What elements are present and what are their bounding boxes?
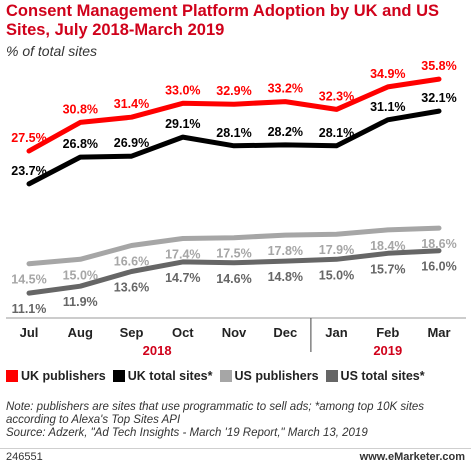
data-label-us-total-sites-feb: 15.7% bbox=[370, 262, 405, 276]
data-label-us-publishers-aug: 15.0% bbox=[63, 268, 98, 282]
data-label-uk-publishers-feb: 34.9% bbox=[370, 67, 405, 81]
brand-url: www.eMarketer.com bbox=[359, 451, 465, 463]
data-label-us-publishers-mar: 18.6% bbox=[421, 237, 456, 251]
x-tick-label-sep: Sep bbox=[120, 325, 144, 340]
legend-label-uk-total-sites: UK total sites* bbox=[127, 369, 213, 383]
data-label-uk-publishers-dec: 33.2% bbox=[268, 82, 303, 96]
legend-label-us-total-sites: US total sites* bbox=[340, 369, 425, 383]
chart-notes: Note: publishers are sites that use prog… bbox=[6, 401, 466, 440]
series-line-uk-total-sites bbox=[26, 108, 442, 187]
series-line-us-publishers bbox=[26, 225, 442, 267]
legend-swatch-us-total-sites bbox=[325, 370, 338, 382]
year-label-2018: 2018 bbox=[143, 343, 172, 358]
data-label-uk-total-sites-jan: 28.1% bbox=[319, 126, 354, 140]
legend-label-uk-publishers: UK publishers bbox=[21, 369, 106, 383]
data-label-uk-total-sites-mar: 32.1% bbox=[421, 91, 456, 105]
data-label-us-total-sites-aug: 11.9% bbox=[63, 295, 98, 309]
line-chart: 27.5% 30.8% 31.4% 33.0% 32.9% 33.2% 32.3% 34.9%… bbox=[6, 59, 466, 358]
chart-id: 246551 bbox=[6, 451, 43, 463]
x-axis: Jul Aug Sep Oct Nov Dec Jan Feb Mar 2018 2019 bbox=[6, 317, 466, 358]
data-labels: 27.5% 30.8% 31.4% 33.0% 32.9% 33.2% 32.3% 34.9%… bbox=[11, 59, 456, 316]
series-line-us-total-sites bbox=[26, 248, 442, 296]
legend-item-us-total-sites: US total sites* bbox=[325, 369, 425, 383]
data-label-uk-publishers-sep: 31.4% bbox=[114, 97, 149, 111]
data-label-us-publishers-oct: 17.4% bbox=[165, 248, 200, 262]
data-label-uk-total-sites-jul: 23.7% bbox=[11, 164, 46, 178]
data-label-uk-total-sites-sep: 26.9% bbox=[114, 136, 149, 150]
data-label-us-total-sites-mar: 16.0% bbox=[421, 260, 456, 274]
legend-item-uk-total-sites: UK total sites* bbox=[112, 369, 213, 383]
year-label-2019: 2019 bbox=[373, 343, 402, 358]
legend: UK publishers UK total sites* US publish… bbox=[6, 369, 471, 383]
data-label-uk-publishers-aug: 30.8% bbox=[63, 102, 98, 116]
legend-swatch-uk-total-sites bbox=[112, 370, 125, 382]
x-tick-label-nov: Nov bbox=[222, 325, 247, 340]
series-line-uk-publishers bbox=[26, 76, 442, 154]
data-label-us-publishers-sep: 16.6% bbox=[114, 255, 149, 269]
data-label-us-total-sites-nov: 14.6% bbox=[216, 272, 251, 286]
data-label-uk-publishers-mar: 35.8% bbox=[421, 59, 456, 73]
x-tick-label-dec: Dec bbox=[273, 325, 297, 340]
data-label-uk-total-sites-dec: 28.2% bbox=[268, 125, 303, 139]
legend-swatch-us-publishers bbox=[219, 370, 232, 382]
x-tick-label-aug: Aug bbox=[68, 325, 93, 340]
data-label-us-total-sites-dec: 14.8% bbox=[268, 270, 303, 284]
data-label-uk-publishers-oct: 33.0% bbox=[165, 83, 200, 97]
data-label-uk-publishers-nov: 32.9% bbox=[216, 84, 251, 98]
data-label-us-publishers-dec: 17.8% bbox=[268, 244, 303, 258]
footer-divider bbox=[0, 448, 471, 449]
data-label-us-total-sites-oct: 14.7% bbox=[165, 271, 200, 285]
x-tick-label-jan: Jan bbox=[325, 325, 347, 340]
data-label-uk-total-sites-nov: 28.1% bbox=[216, 126, 251, 140]
source-line: Source: Adzerk, "Ad Tech Insights - Marc… bbox=[6, 427, 368, 439]
data-label-us-publishers-nov: 17.5% bbox=[216, 247, 251, 261]
x-tick-label-feb: Feb bbox=[376, 325, 399, 340]
legend-item-us-publishers: US publishers bbox=[219, 369, 319, 383]
footnote: Note: publishers are sites that use prog… bbox=[6, 401, 425, 426]
data-label-uk-publishers-jul: 27.5% bbox=[11, 131, 46, 145]
chart-subtitle: % of total sites bbox=[6, 43, 98, 59]
data-label-us-total-sites-jul: 11.1% bbox=[12, 302, 47, 316]
data-label-uk-total-sites-aug: 26.8% bbox=[63, 137, 98, 151]
series-lines bbox=[26, 76, 442, 296]
data-label-uk-total-sites-oct: 29.1% bbox=[165, 117, 200, 131]
data-label-us-publishers-feb: 18.4% bbox=[370, 239, 405, 253]
data-label-us-total-sites-jan: 15.0% bbox=[319, 268, 354, 282]
data-label-us-publishers-jan: 17.9% bbox=[319, 243, 354, 257]
data-label-us-total-sites-sep: 13.6% bbox=[114, 281, 149, 295]
data-label-uk-publishers-jan: 32.3% bbox=[319, 89, 354, 103]
chart-title: Consent Management Platform Adoption by … bbox=[6, 2, 439, 39]
x-tick-label-jul: Jul bbox=[20, 325, 39, 340]
data-label-us-publishers-jul: 14.5% bbox=[11, 273, 46, 287]
x-tick-label-oct: Oct bbox=[172, 325, 194, 340]
legend-item-uk-publishers: UK publishers bbox=[6, 369, 106, 383]
legend-label-us-publishers: US publishers bbox=[234, 369, 319, 383]
x-tick-label-mar: Mar bbox=[427, 325, 450, 340]
data-label-uk-total-sites-feb: 31.1% bbox=[370, 100, 405, 114]
legend-swatch-uk-publishers bbox=[6, 370, 18, 382]
